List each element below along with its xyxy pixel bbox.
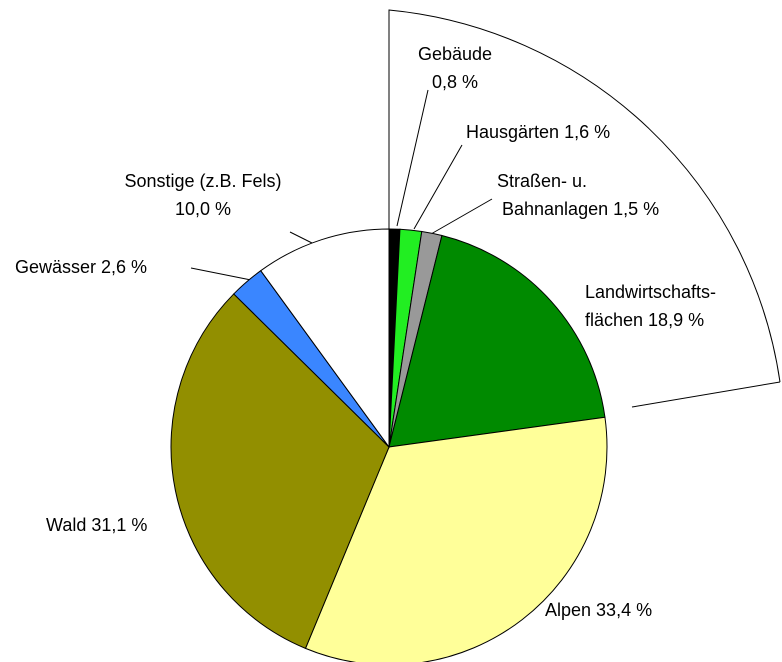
value-label: 10,0 %: [175, 199, 231, 219]
slice-label: Gebäude: [418, 44, 492, 64]
explode-outline: [631, 381, 781, 408]
pie-slice: [170, 293, 390, 650]
value-label: 1,5 %: [613, 199, 659, 219]
value-label: 33,4 %: [596, 600, 652, 620]
leader-line: [190, 267, 252, 281]
value-label: 18,9 %: [648, 310, 704, 330]
slice-label: Alpen: [545, 600, 591, 620]
pie-slice: [260, 228, 390, 449]
value-label: 1,6 %: [564, 122, 610, 142]
leader-line: [430, 198, 493, 235]
pie-slice: [304, 416, 608, 662]
slice-label: Landwirtschafts-flächen: [585, 282, 716, 330]
value-label: 31,1 %: [91, 515, 147, 535]
slice-label: Wald: [46, 515, 86, 535]
explode-outline: [388, 9, 781, 383]
value-label: 0,8 %: [432, 72, 478, 92]
pie-slice: [388, 234, 606, 448]
slice-label: Hausgärten: [466, 122, 559, 142]
leader-line: [396, 89, 429, 227]
leader-line: [413, 144, 463, 230]
slice-label: Gewässer: [15, 257, 96, 277]
slice-label: Straßen- u. Bahnanlagen: [497, 171, 608, 219]
value-label: 2,6 %: [101, 257, 147, 277]
slice-label: Sonstige (z.B. Fels): [124, 171, 281, 191]
